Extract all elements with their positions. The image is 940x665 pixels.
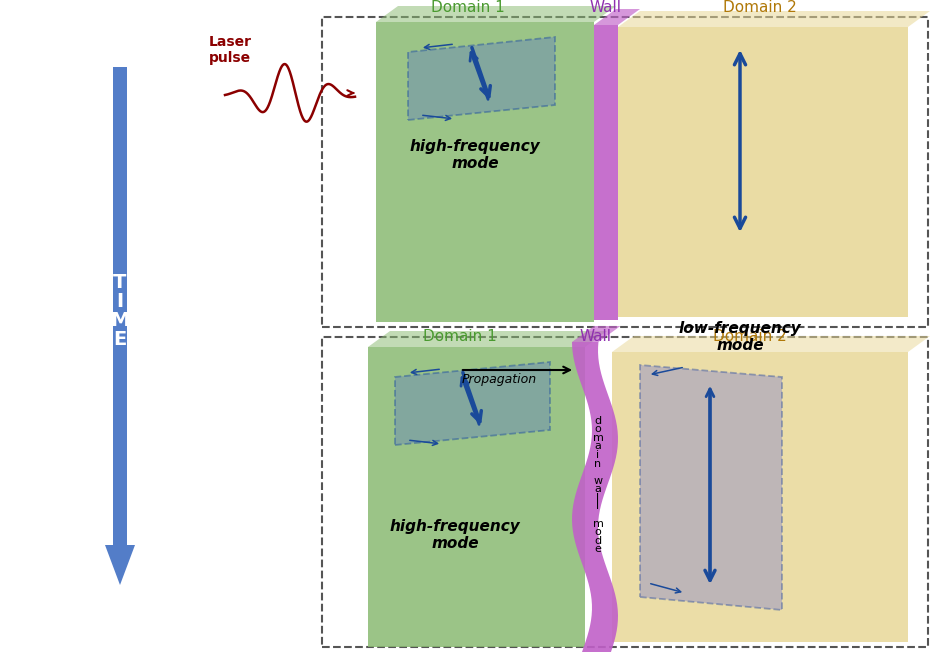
Polygon shape	[612, 336, 930, 352]
Polygon shape	[368, 331, 607, 347]
Text: d
o
m
a
i
n
 
w
a
l
l
 
m
o
d
e: d o m a i n w a l l m o d e	[592, 416, 603, 554]
Polygon shape	[408, 37, 555, 120]
Polygon shape	[368, 347, 585, 647]
Polygon shape	[640, 365, 782, 610]
Polygon shape	[113, 67, 127, 545]
Polygon shape	[376, 6, 616, 22]
Text: Wall: Wall	[589, 0, 621, 15]
Text: Laser
pulse: Laser pulse	[209, 35, 252, 65]
Text: high-frequency
mode: high-frequency mode	[410, 139, 540, 171]
Text: T
I
M
E: T I M E	[110, 273, 130, 349]
Polygon shape	[395, 362, 550, 445]
Polygon shape	[618, 27, 908, 317]
Text: high-frequency
mode: high-frequency mode	[389, 519, 521, 551]
Text: Domain 2: Domain 2	[713, 329, 787, 344]
Polygon shape	[594, 25, 618, 320]
Polygon shape	[376, 22, 594, 322]
Polygon shape	[105, 545, 135, 585]
Text: low-frequency
mode: low-frequency mode	[679, 321, 802, 353]
Text: Propagation: Propagation	[462, 373, 537, 386]
Text: Wall: Wall	[579, 329, 611, 344]
Text: Domain 1: Domain 1	[431, 0, 505, 15]
Bar	[322, 337, 928, 647]
Polygon shape	[594, 9, 640, 25]
Text: Domain 1: Domain 1	[423, 329, 497, 344]
Polygon shape	[572, 342, 618, 652]
Polygon shape	[612, 352, 908, 642]
Polygon shape	[572, 326, 620, 342]
Polygon shape	[618, 11, 930, 27]
Bar	[322, 17, 928, 327]
Text: Domain 2: Domain 2	[723, 0, 797, 15]
